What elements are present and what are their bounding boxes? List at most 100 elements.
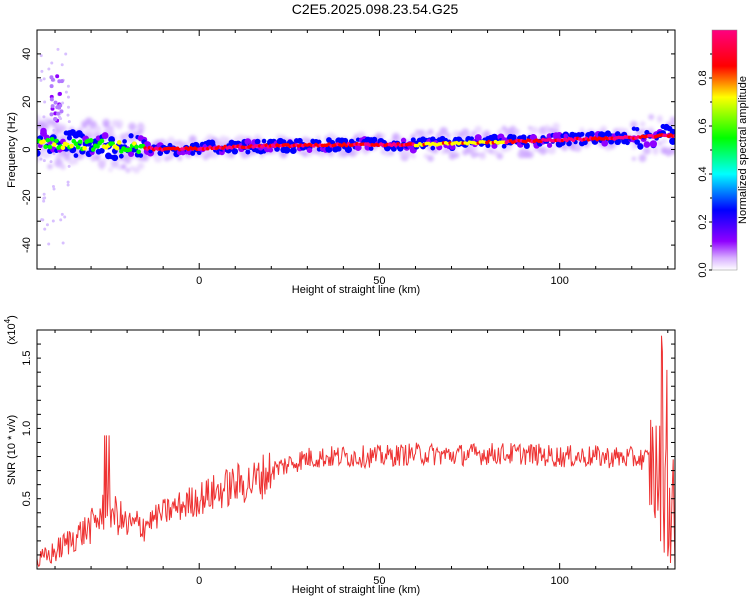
spectrogram-heatmap — [37, 47, 675, 246]
spectrogram-cell — [47, 144, 53, 150]
spectrogram-cell — [254, 138, 261, 145]
spectrogram-cell — [82, 146, 87, 151]
spectrogram-cell — [526, 151, 534, 159]
x-tick-label: 50 — [373, 275, 385, 287]
spectrogram-cell — [66, 135, 72, 141]
spectrogram-cell — [470, 151, 478, 159]
spectrogram-cell — [90, 156, 96, 162]
figure-title: C2E5.2025.098.23.54.G25 — [292, 1, 459, 17]
spectrogram-cell — [50, 61, 54, 65]
spectrogram-cell — [496, 152, 504, 160]
spectrogram-cell — [209, 139, 216, 146]
spectrogram-cell — [648, 114, 655, 120]
spectrogram-cell — [43, 227, 47, 231]
spectrogram-cell — [530, 126, 539, 134]
spectrogram-cell — [55, 105, 60, 110]
spectrogram-cell — [514, 128, 521, 135]
spectrogram-cell — [224, 136, 230, 143]
spectrogram-cell — [43, 144, 48, 150]
spectrogram-cell — [88, 138, 94, 143]
snr-x-ticks: 0 50 100 — [54, 330, 669, 587]
snr-y-ticks: 0.5 1.0 1.5 — [21, 329, 675, 570]
y-tick-label: -20 — [21, 189, 33, 205]
spectrogram-cell — [73, 141, 79, 147]
spectrogram-cell — [111, 154, 119, 162]
colorbar-tick-label: 0.4 — [697, 166, 709, 181]
spectrogram-cell — [42, 196, 46, 200]
spectrogram-cell — [259, 153, 264, 158]
spectrogram-cell — [50, 104, 55, 109]
spectrogram-cell — [50, 77, 55, 82]
spectrogram-cell — [61, 101, 65, 105]
x-tick-label: 0 — [196, 275, 202, 287]
spectrogram-cell — [669, 128, 675, 135]
spectrogram-cell — [52, 142, 57, 147]
spectrogram-cell — [344, 145, 353, 154]
spectrogram-cell — [582, 140, 588, 146]
spectrogram-cell — [43, 100, 47, 104]
snr-frame — [36, 329, 676, 570]
spectrogram-cell — [634, 126, 640, 132]
snr-y-label: SNR (10 * v/v) — [6, 415, 18, 485]
spectrogram-cell — [637, 143, 644, 150]
spectrogram-cell — [66, 95, 70, 99]
y-tick-label: 0 — [21, 146, 33, 152]
spectrogram-cell — [511, 134, 517, 140]
spectrogram-cell — [41, 139, 46, 144]
spectrogram-cell — [283, 146, 291, 154]
spectrogram-cell — [368, 146, 374, 151]
spectrogram-cell — [52, 152, 56, 156]
spectrogram-cell — [643, 141, 651, 148]
spectrogram-cell — [49, 137, 55, 142]
spectrogram-cell — [474, 134, 482, 142]
spectrogram-cell — [460, 128, 470, 137]
spectrogram-cell — [99, 147, 105, 154]
spectrogram-cell — [638, 154, 647, 163]
spectrogram-cell — [121, 163, 126, 169]
spectrogram-cell — [128, 122, 137, 131]
spectrogram-x-ticks: 0 50 100 — [54, 30, 669, 287]
spectrogram-cell — [77, 139, 83, 145]
spectrogram-cell — [160, 138, 165, 144]
spectrogram-cell — [63, 215, 67, 219]
spectrogram-cell — [127, 150, 135, 158]
spectrogram-cell — [167, 136, 175, 144]
spectrogram-cell — [439, 126, 448, 136]
spectrogram-cell — [68, 158, 75, 166]
spectrogram-cell — [574, 143, 582, 151]
spectrogram-cell — [630, 120, 638, 129]
y-tick-label: 40 — [21, 48, 33, 60]
spectrogram-cell — [42, 152, 49, 159]
spectrogram-cell — [410, 137, 416, 143]
spectrogram-cell — [49, 84, 54, 89]
spectrogram-cell — [53, 100, 58, 105]
spectrogram-cell — [47, 242, 51, 246]
spectrogram-cell — [39, 157, 43, 161]
spectrogram-cell — [118, 153, 124, 159]
spectrogram-cell — [37, 149, 41, 157]
spectrogram-y-ticks: 40 20 0 -20 -40 — [21, 29, 675, 270]
spectrogram-cell — [132, 141, 137, 146]
spectrogram-cell — [523, 142, 530, 149]
spectrogram-cell — [40, 69, 44, 73]
spectrogram-cell — [53, 117, 58, 122]
colorbar-ticks: 0.0 0.2 0.4 0.6 0.8 — [697, 53, 712, 278]
spectrogram-cell — [268, 147, 274, 153]
spectrogram-cell — [95, 144, 100, 149]
colorbar-label: Normalized spectral amplitude — [737, 76, 749, 224]
spectrogram-cell — [445, 132, 451, 139]
spectrogram-cell — [42, 159, 46, 163]
spectrogram-cell — [61, 241, 65, 245]
spectrogram-cell — [547, 145, 557, 155]
spectrogram-cell — [648, 126, 654, 132]
spectrogram-cell — [579, 127, 585, 133]
spectrogram-cell — [115, 119, 124, 128]
spectrogram-cell — [66, 113, 70, 117]
spectrogram-cell — [181, 140, 187, 146]
spectrogram-cell — [67, 164, 71, 168]
x-tick-label: 100 — [550, 275, 568, 287]
spectrogram-cell — [116, 140, 122, 145]
spectrogram-cell — [497, 128, 502, 133]
spectrogram-cell — [552, 122, 560, 131]
spectrogram-cell — [631, 126, 637, 131]
